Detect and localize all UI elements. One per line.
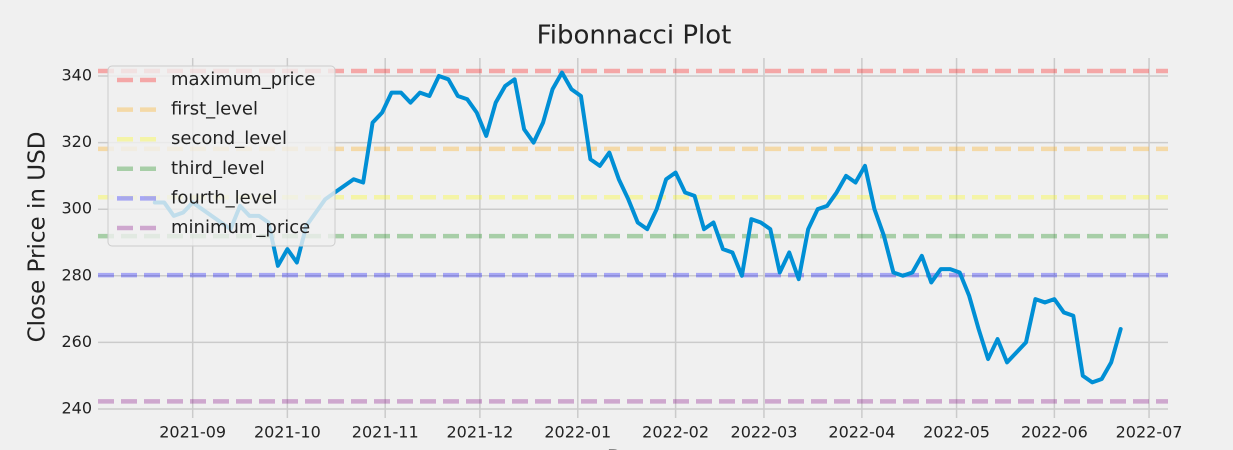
y-tick-label: 260 [61, 332, 92, 351]
y-tick-label: 320 [61, 132, 92, 151]
x-tick-label: 2022-02 [642, 423, 709, 442]
x-tick-label: 2021-11 [352, 423, 419, 442]
x-tick-label: 2022-07 [1116, 423, 1183, 442]
legend-label: minimum_price [171, 217, 310, 238]
legend-label: fourth_level [171, 187, 277, 208]
x-tick-label: 2021-09 [159, 423, 226, 442]
x-tick-label: 2022-06 [1021, 423, 1088, 442]
y-tick-label: 340 [61, 65, 92, 84]
chart-title: Fibonnacci Plot [537, 21, 732, 51]
x-tick-label: 2021-10 [254, 423, 321, 442]
legend-label: second_level [171, 128, 287, 149]
x-tick-label: 2022-05 [923, 423, 990, 442]
x-tick-label: 2022-01 [544, 423, 611, 442]
legend: maximum_price first_level second_levelthir… [107, 65, 336, 247]
legend-label: maximum_price [171, 69, 316, 90]
y-axis-label: Close Price in USD [25, 132, 51, 343]
x-axis-label: Date [607, 447, 660, 450]
y-tick-label: 300 [61, 199, 92, 218]
legend-label: third_level [171, 158, 265, 179]
y-tick-label: 280 [61, 265, 92, 284]
x-tick-label: 2022-04 [828, 423, 895, 442]
legend-label: first_level [171, 99, 258, 120]
x-tick-label: 2022-03 [731, 423, 798, 442]
x-tick-label: 2021-12 [446, 423, 513, 442]
y-tick-label: 240 [61, 399, 92, 418]
legend-box [107, 65, 336, 247]
